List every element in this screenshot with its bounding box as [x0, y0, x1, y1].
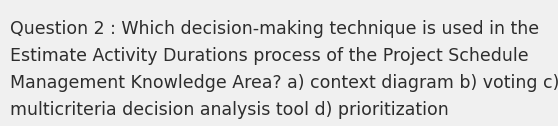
Text: Estimate Activity Durations process of the Project Schedule: Estimate Activity Durations process of t… [10, 47, 528, 65]
Text: multicriteria decision analysis tool d) prioritization: multicriteria decision analysis tool d) … [10, 101, 449, 119]
Text: Management Knowledge Area? a) context diagram b) voting c): Management Knowledge Area? a) context di… [10, 74, 558, 92]
Text: Question 2 : Which decision-making technique is used in the: Question 2 : Which decision-making techn… [10, 20, 539, 38]
